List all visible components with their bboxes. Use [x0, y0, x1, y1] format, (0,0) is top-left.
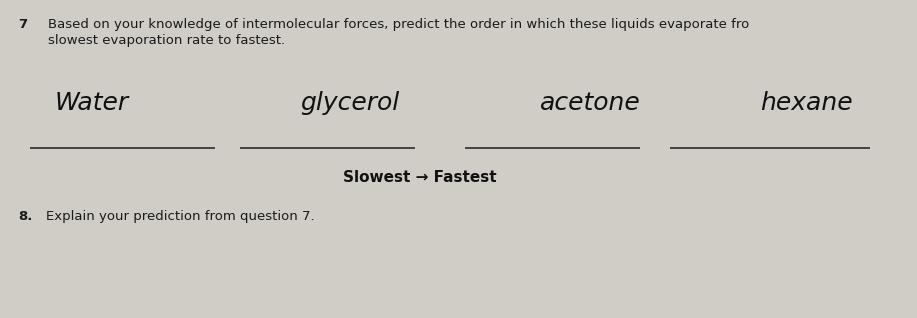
Text: 8.: 8.	[18, 210, 32, 223]
Text: acetone: acetone	[540, 91, 641, 115]
Text: Slowest → Fastest: Slowest → Fastest	[343, 170, 497, 185]
Text: Based on your knowledge of intermolecular forces, predict the order in which the: Based on your knowledge of intermolecula…	[48, 18, 749, 31]
Text: 7: 7	[18, 18, 28, 31]
Text: Explain your prediction from question 7.: Explain your prediction from question 7.	[46, 210, 315, 223]
Text: Water: Water	[55, 91, 129, 115]
Text: glycerol: glycerol	[300, 91, 399, 115]
Text: slowest evaporation rate to fastest.: slowest evaporation rate to fastest.	[48, 34, 285, 47]
Text: hexane: hexane	[760, 91, 853, 115]
